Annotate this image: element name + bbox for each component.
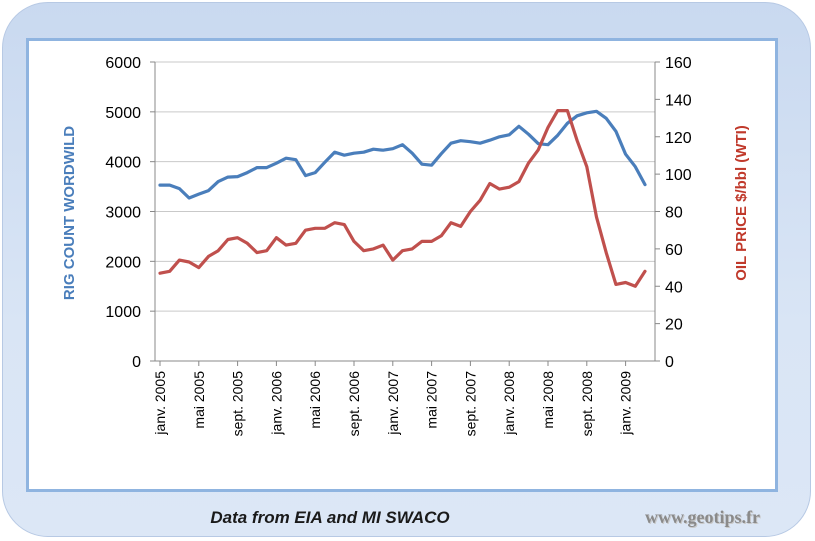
series-lines — [158, 108, 647, 288]
x-tick-label: sept. 2007 — [462, 371, 478, 437]
left-tick-label: 5000 — [105, 105, 141, 122]
x-tick-label: sept. 2006 — [346, 371, 362, 437]
right-tick-label: 40 — [665, 279, 683, 296]
right-tick-label: 140 — [665, 92, 692, 109]
right-tick-label: 100 — [665, 167, 692, 184]
right-tick-label: 0 — [665, 354, 674, 371]
left-axis-ticks: 0 1000 2000 3000 4000 5000 6000 — [105, 55, 155, 371]
right-tick-label: 160 — [665, 55, 692, 72]
x-tick-label: mai 2007 — [424, 371, 440, 429]
chart-panel — [26, 38, 778, 492]
x-tick-label: sept. 2008 — [579, 371, 595, 437]
x-tick-label: janv. 2008 — [501, 371, 517, 436]
gridlines — [155, 61, 655, 312]
right-tick-label: 60 — [665, 242, 683, 259]
x-tick-label: janv. 2005 — [152, 371, 168, 436]
right-axis-ticks: 0 20 40 60 80 100 120 140 160 — [655, 55, 692, 371]
left-axis-title: RIG COUNT WORDWILD — [61, 126, 78, 300]
x-tick-label: janv. 2009 — [618, 371, 634, 436]
left-tick-label: 3000 — [105, 205, 141, 222]
left-tick-label: 2000 — [105, 254, 141, 271]
x-tick-label: mai 2008 — [540, 371, 556, 429]
left-tick-label: 0 — [132, 354, 141, 371]
x-tick-label: mai 2006 — [307, 371, 323, 429]
right-tick-label: 80 — [665, 205, 683, 222]
x-axis-ticks: janv. 2005 mai 2005 sept. 2005 janv. 2006 ma… — [152, 361, 634, 436]
x-tick-label: janv. 2007 — [385, 371, 401, 436]
site-watermark: www.geotips.fr — [645, 507, 760, 527]
left-tick-label: 6000 — [105, 55, 141, 72]
source-note: Data from EIA and MI SWACO — [210, 508, 450, 527]
x-tick-label: sept. 2005 — [230, 371, 246, 437]
x-tick-label: janv. 2006 — [268, 371, 284, 436]
rig-count-line — [158, 109, 647, 200]
right-tick-label: 120 — [665, 130, 692, 147]
right-tick-label: 20 — [665, 317, 683, 334]
left-tick-label: 4000 — [105, 155, 141, 172]
left-tick-label: 1000 — [105, 304, 141, 321]
x-tick-label: mai 2005 — [191, 371, 207, 429]
right-axis-title: OIL PRICE $/bbl (WTI) — [733, 125, 750, 281]
oil-price-line — [158, 108, 647, 288]
